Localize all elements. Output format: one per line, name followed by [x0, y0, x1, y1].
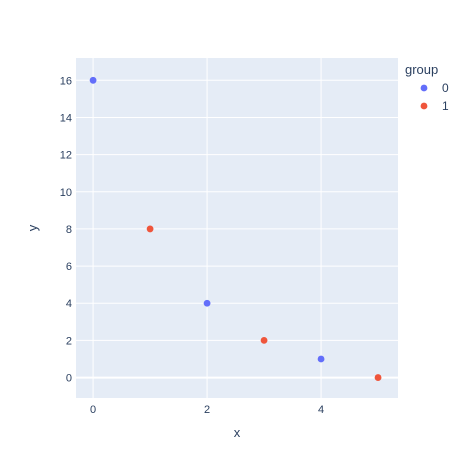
- x-tick-label-2: 4: [318, 404, 324, 416]
- y-tick-label-1: 2: [66, 335, 72, 347]
- legend-marker-1: [420, 102, 428, 110]
- legend-item-0[interactable]: 0: [420, 81, 449, 95]
- y-tick-label-8: 16: [60, 75, 72, 87]
- plot-background: [76, 58, 398, 398]
- y-tick-label-2: 4: [66, 298, 72, 310]
- data-point-series-1-2[interactable]: [374, 374, 382, 381]
- grid-lines: [76, 58, 398, 398]
- legend: group 0 1: [405, 62, 449, 113]
- y-axis-ticks: 0 2 4 6 8 10 12 14 16: [60, 75, 72, 384]
- y-tick-label-5: 10: [60, 187, 72, 199]
- x-axis-ticks: 0 2 4: [90, 404, 324, 416]
- legend-title: group: [405, 62, 438, 77]
- legend-label-1: 1: [442, 99, 449, 113]
- data-point-series-0-1[interactable]: [203, 299, 211, 307]
- y-tick-label-0: 0: [66, 373, 72, 385]
- legend-label-0: 0: [442, 81, 449, 95]
- data-points: [89, 76, 382, 381]
- y-axis-title: y: [25, 224, 40, 231]
- y-tick-label-6: 12: [60, 150, 72, 162]
- y-tick-label-7: 14: [60, 112, 72, 124]
- x-axis-title: x: [234, 425, 241, 440]
- data-point-series-1-0[interactable]: [146, 225, 154, 233]
- x-tick-label-0: 0: [90, 404, 96, 416]
- y-tick-label-4: 8: [66, 224, 72, 236]
- legend-item-1[interactable]: 1: [420, 99, 449, 113]
- data-point-series-1-1[interactable]: [260, 337, 268, 344]
- y-tick-label-3: 6: [66, 261, 72, 273]
- legend-marker-0: [420, 84, 428, 92]
- data-point-series-0-2[interactable]: [317, 355, 325, 363]
- x-tick-label-1: 2: [204, 404, 210, 416]
- data-point-series-0-0[interactable]: [89, 76, 97, 84]
